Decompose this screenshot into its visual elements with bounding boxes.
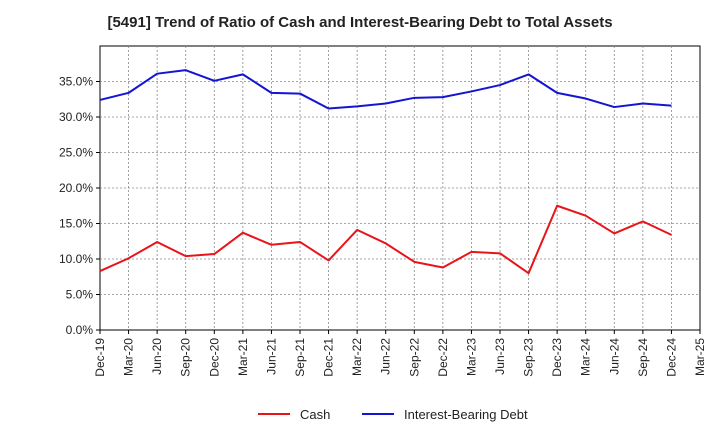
y-tick-label: 30.0% — [59, 110, 93, 124]
x-tick-label: Sep-21 — [293, 338, 307, 377]
x-tick-label: Mar-24 — [579, 338, 593, 376]
x-tick-label: Dec-24 — [664, 338, 678, 377]
x-tick-label: Sep-22 — [407, 338, 421, 377]
legend-label-interest-bearing-debt: Interest-Bearing Debt — [404, 407, 528, 422]
x-tick-label: Jun-20 — [150, 338, 164, 375]
x-tick-label: Dec-23 — [550, 338, 564, 377]
x-tick-label: Dec-19 — [93, 338, 107, 377]
x-tick-label: Dec-22 — [436, 338, 450, 377]
x-tick-label: Jun-23 — [493, 338, 507, 375]
x-tick-label: Dec-21 — [322, 338, 336, 377]
y-tick-label: 10.0% — [59, 252, 93, 266]
x-tick-label: Mar-21 — [236, 338, 250, 376]
x-tick-label: Mar-25 — [693, 338, 707, 376]
x-tick-label: Jun-24 — [607, 338, 621, 375]
series-line-cash — [99, 204, 672, 275]
x-tick-label: Sep-20 — [179, 338, 193, 377]
y-tick-label: 5.0% — [66, 288, 94, 302]
x-tick-label: Dec-20 — [207, 338, 221, 377]
series-line-interest-bearing-debt — [99, 69, 672, 110]
y-tick-label: 25.0% — [59, 146, 93, 160]
series-group — [99, 69, 672, 275]
y-tick-label: 20.0% — [59, 181, 93, 195]
x-tick-label: Mar-22 — [350, 338, 364, 376]
y-tick-label: 15.0% — [59, 217, 93, 231]
x-tick-label: Sep-24 — [636, 338, 650, 377]
y-tick-label: 35.0% — [59, 75, 93, 89]
legend-label-cash: Cash — [300, 407, 330, 422]
chart-title: [5491] Trend of Ratio of Cash and Intere… — [107, 14, 613, 31]
x-tick-label: Jun-21 — [264, 338, 278, 375]
x-tick-label: Mar-23 — [464, 338, 478, 376]
x-axis: Dec-19 Mar-20 Jun-20 Sep-20 Dec-20 Mar-21 Jun-… — [93, 330, 707, 377]
y-axis: 0.0% 5.0% 10.0% 15.0% 20.0% 25.0% 30.0% 35.0% — [59, 75, 100, 337]
y-tick-label: 0.0% — [66, 323, 94, 337]
legend: Cash Interest-Bearing Debt — [258, 407, 528, 422]
grid-lines — [100, 46, 700, 330]
x-tick-label: Mar-20 — [122, 338, 136, 376]
x-tick-label: Sep-23 — [522, 338, 536, 377]
x-tick-label: Jun-22 — [379, 338, 393, 375]
